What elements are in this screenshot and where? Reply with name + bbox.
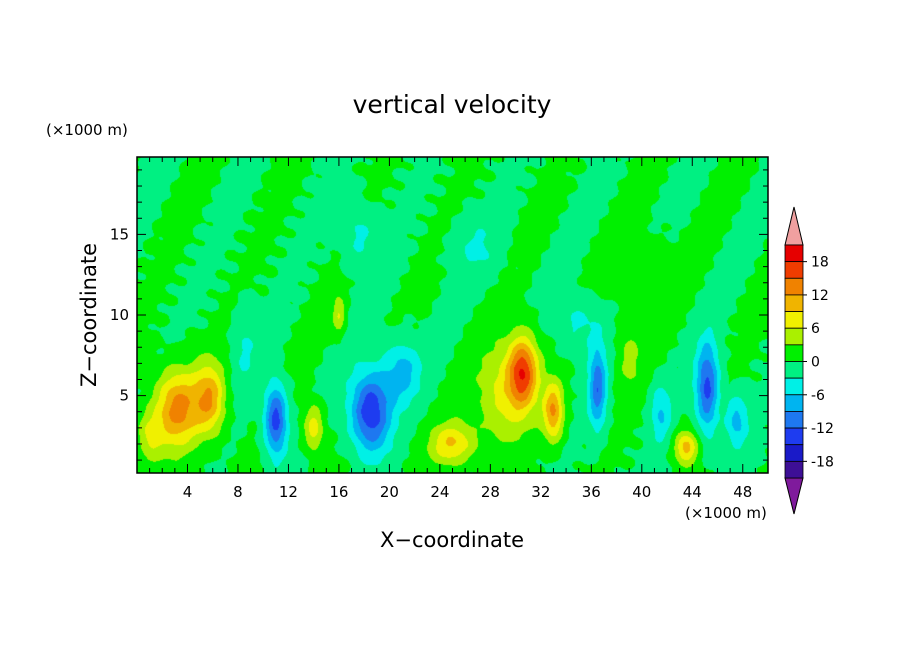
velocity-field (137, 157, 768, 473)
x-tick-label: 4 (183, 483, 193, 501)
colorbar-tick-label: -12 (811, 421, 834, 437)
colorbar-max-triangle (784, 206, 804, 246)
x-tick-label: 44 (683, 483, 702, 501)
colorbar-swatch (784, 427, 804, 446)
colorbar-swatch (784, 394, 804, 412)
x-tick-label: 28 (481, 483, 500, 501)
colorbar-swatch (784, 244, 804, 263)
contour-plot-area (137, 157, 768, 473)
y-tick-label: 5 (119, 387, 129, 405)
colorbar-swatch (784, 294, 804, 312)
colorbar-swatch (784, 344, 804, 362)
x-tick-label: 20 (380, 483, 399, 501)
colorbar-tick-label: -6 (811, 388, 825, 404)
colorbar-swatch (784, 411, 804, 429)
colorbar-tick-label: 18 (811, 255, 829, 271)
colorbar-tick-label: 6 (811, 321, 820, 337)
colorbar-swatch (784, 444, 804, 462)
colorbar: 18 12 6 0 -6 -12 -18 (784, 206, 834, 515)
x-tick-label: 24 (430, 483, 449, 501)
colorbar-tick-label: -18 (811, 454, 834, 470)
colorbar-tick-label: 12 (811, 288, 829, 304)
x-axis-label: X−coordinate (380, 528, 524, 552)
y-tick-label: 15 (110, 225, 129, 243)
x-tick-label: 40 (632, 483, 651, 501)
x-tick-label: 8 (233, 483, 243, 501)
x-tick-label: 48 (733, 483, 752, 501)
x-tick-label: 32 (531, 483, 550, 501)
y-axis-unit: (×1000 m) (46, 121, 128, 139)
colorbar-swatch (784, 460, 804, 479)
x-tick-label: 16 (329, 483, 348, 501)
x-tick-label: 12 (279, 483, 298, 501)
x-tick-label: 36 (582, 483, 601, 501)
colorbar-swatch (784, 261, 804, 279)
colorbar-min-triangle (784, 477, 804, 515)
colorbar-swatch (784, 377, 804, 396)
y-axis-label: Z−coordinate (77, 243, 101, 387)
colorbar-swatch (784, 311, 804, 329)
y-tick-label: 10 (110, 306, 129, 324)
colorbar-swatch (784, 277, 804, 296)
colorbar-swatch (784, 361, 804, 379)
colorbar-swatch (784, 327, 804, 346)
colorbar-tick-label: 0 (811, 355, 820, 371)
x-axis-unit: (×1000 m) (685, 504, 767, 522)
chart-title: vertical velocity (353, 90, 552, 119)
